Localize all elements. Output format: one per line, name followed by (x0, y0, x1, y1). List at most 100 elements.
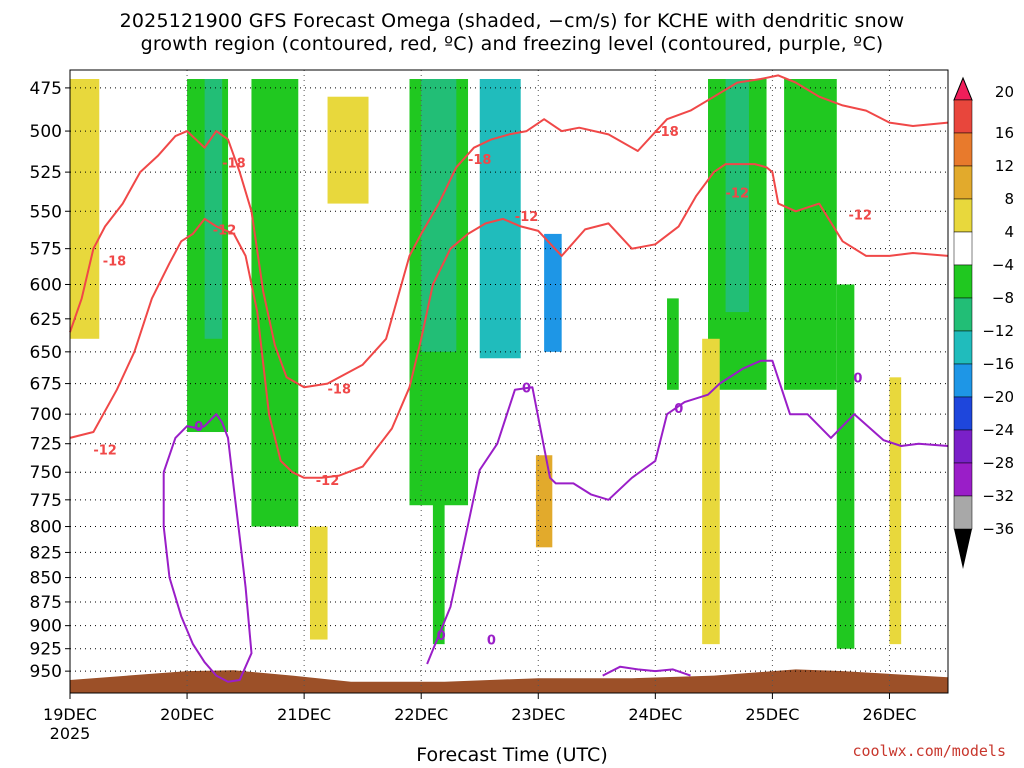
y-tick-label-875: 875 (30, 593, 62, 613)
x-tick-label-22DEC: 22DEC (394, 705, 448, 724)
colorbar-top-arrow (953, 76, 973, 101)
contour-line-2 (162, 413, 253, 683)
colorbar-label-5: −4 (992, 256, 1014, 274)
omega-region-5 (432, 402, 445, 645)
colorbar-swatch-2 (953, 132, 973, 167)
omega-region-19 (309, 526, 328, 640)
colorbar-swatch-13 (953, 495, 973, 530)
y-tick-label-575: 575 (30, 240, 62, 260)
x-axis: 19DEC 20DEC 21DEC 22DEC 23DEC 24DEC 25DEC 26DEC… (43, 693, 916, 743)
terrain-fill (70, 669, 948, 693)
y-tick-label-725: 725 (30, 435, 62, 455)
contour-label-5: -12 (93, 443, 117, 458)
contour-label-3: -18 (328, 383, 352, 398)
contour-label-12: 0 (522, 381, 531, 396)
colorbar-swatch-6 (953, 264, 973, 299)
colorbar-label-11: −28 (982, 454, 1014, 472)
omega-region-18 (535, 455, 553, 548)
contour-line-1 (69, 163, 949, 479)
contour-label-0: -18 (103, 254, 127, 269)
y-tick-label-900: 900 (30, 617, 62, 637)
y-tick-label-600: 600 (30, 275, 62, 295)
contour-label-8: -18 (655, 125, 679, 140)
y-tick-label-850: 850 (30, 569, 62, 589)
colorbar-label-6: −8 (992, 289, 1014, 307)
omega-region-1 (251, 78, 299, 527)
colorbar-label-9: −20 (982, 388, 1014, 406)
x-tick-label-25DEC: 25DEC (745, 705, 799, 724)
colorbar-label-4: 4 (1004, 223, 1014, 241)
contour-line-0 (69, 74, 949, 389)
y-tick-label-500: 500 (30, 122, 62, 142)
colorbar-label-10: −24 (982, 421, 1014, 439)
y-tick-label-825: 825 (30, 543, 62, 563)
y-tick-label-925: 925 (30, 640, 62, 660)
y-tick-label-550: 550 (30, 202, 62, 222)
colorbar-label-3: 8 (1004, 190, 1014, 208)
omega-region-12 (836, 284, 855, 649)
colorbar-swatch-10 (953, 396, 973, 431)
y-tick-label-775: 775 (30, 491, 62, 511)
colorbar-swatch-11 (953, 429, 973, 464)
colorbar-label-1: 16 (995, 124, 1014, 142)
contour-label-15: 0 (437, 629, 446, 644)
x-tick-label-21DEC: 21DEC (277, 705, 331, 724)
colorbar-label-7: −12 (982, 322, 1014, 340)
omega-region-8 (544, 233, 562, 352)
chart-title-line-1: 2025121900 GFS Forecast Omega (shaded, −… (119, 10, 905, 32)
colorbar: 20 16 12 8 4 −4 −8 −12 −16 −20 −24 −28 −32 −36 (953, 76, 1014, 569)
plot-frame (69, 69, 949, 694)
contour-labels: -18 -18 -12 -18 -12 -12 -18 -12 -18 -12 -12 0 0 0 0 0 0 (93, 125, 872, 648)
y-tick-label-700: 700 (30, 405, 62, 425)
contour-label-16: 0 (487, 634, 496, 649)
x-axis-label: Forecast Time (UTC) (416, 744, 608, 766)
omega-region-10 (725, 78, 749, 313)
omega-shading (70, 78, 902, 649)
y-tick-label-625: 625 (30, 310, 62, 330)
site-credit: coolwx.com/models (852, 742, 1006, 760)
chart-title-line-2: growth region (contoured, red, ºC) and f… (140, 33, 884, 55)
contour-label-9: -12 (726, 187, 750, 202)
terrain-mask (70, 669, 948, 693)
colorbar-label-0: 20 (995, 83, 1014, 101)
y-tick-label-950: 950 (30, 662, 62, 682)
colorbar-swatch-4 (953, 198, 973, 233)
x-tick-label-19DEC: 19DEC (43, 705, 97, 724)
colorbar-swatch-9 (953, 363, 973, 398)
contour-line-3 (426, 359, 949, 665)
colorbar-label-12: −32 (982, 487, 1014, 505)
colorbar-swatch-3 (953, 165, 973, 200)
colorbar-swatch-7 (953, 297, 973, 332)
contour-label-1: -18 (222, 156, 246, 171)
x-tick-label-23DEC: 23DEC (511, 705, 565, 724)
colorbar-label-8: −16 (982, 355, 1014, 373)
colorbar-swatch-12 (953, 462, 973, 497)
contour-label-4: -12 (316, 474, 340, 489)
colorbar-swatch-8 (953, 330, 973, 365)
x-tick-year: 2025 (50, 724, 91, 743)
omega-region-2 (204, 78, 223, 339)
colorbar-swatch-1 (953, 99, 973, 134)
contour-line-4 (602, 665, 691, 677)
y-tick-label-800: 800 (30, 518, 62, 538)
y-tick-label-475: 475 (30, 79, 62, 99)
y-tick-label-675: 675 (30, 375, 62, 395)
y-tick-label-650: 650 (30, 343, 62, 363)
omega-region-13 (667, 298, 679, 390)
omega-region-6 (421, 78, 457, 352)
colorbar-swatch-5 (953, 231, 973, 266)
colorbar-bottom-arrow (954, 529, 972, 569)
y-axis: 475 500 525 550 575 600 625 650 675 700 725 750 775 8… (30, 79, 70, 682)
omega-region-16 (702, 338, 720, 645)
colorbar-label-2: 12 (995, 157, 1014, 175)
y-tick-label-525: 525 (30, 163, 62, 183)
x-tick-label-20DEC: 20DEC (160, 705, 214, 724)
contour-label-11: 0 (194, 420, 203, 435)
x-tick-label-26DEC: 26DEC (862, 705, 916, 724)
omega-region-11 (784, 78, 837, 390)
omega-region-17 (889, 377, 902, 645)
contour-label-14: 0 (853, 371, 862, 386)
contour-lines (69, 74, 949, 683)
contour-label-2: -12 (213, 223, 237, 238)
